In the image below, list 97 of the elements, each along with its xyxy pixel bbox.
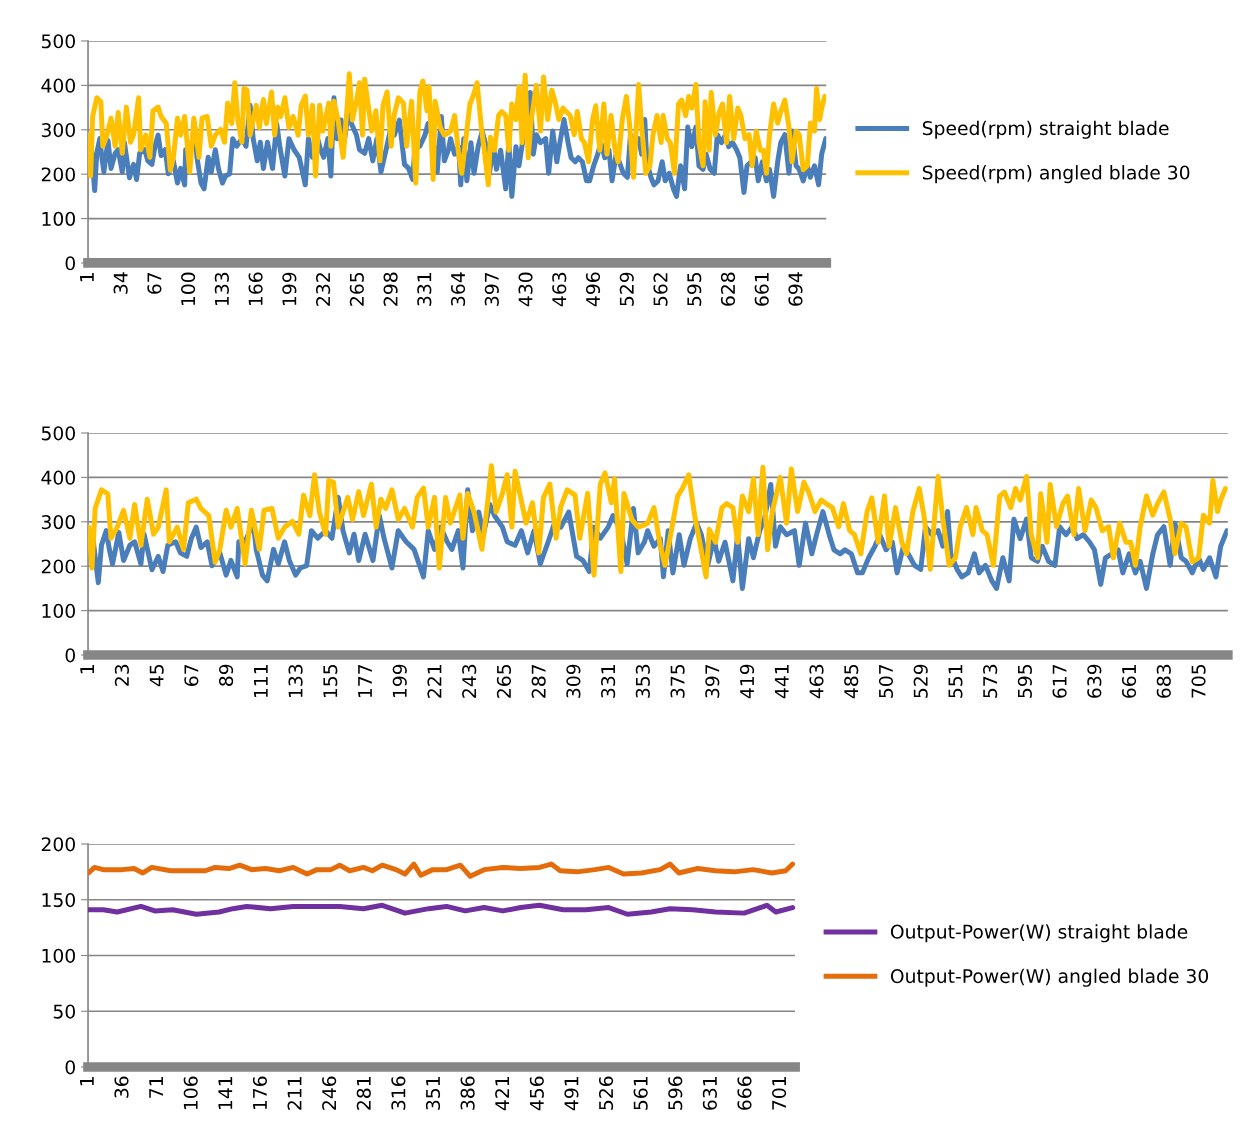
x-tick-label: 595 (687, 272, 702, 306)
x-tick-label: 106 (183, 1076, 198, 1110)
x-tick-label: 199 (392, 664, 407, 698)
x-tick-label: 561 (633, 1077, 648, 1110)
x-tick-label: 364 (450, 272, 466, 306)
x-tick-label: 573 (983, 664, 998, 698)
x-tick-label: 111 (253, 665, 268, 698)
x-tick-label: 1 (80, 273, 94, 282)
x-tick-label: 211 (287, 1077, 302, 1110)
x-tick-label: 526 (598, 1076, 614, 1110)
x-tick-label: 36 (114, 1076, 129, 1098)
y-tick-label: 0 (65, 648, 75, 663)
x-tick-label: 397 (705, 664, 720, 698)
x-tick-label: 1 (80, 665, 94, 674)
y-tick-label: 0 (65, 1060, 75, 1075)
x-tick-label: 281 (356, 1077, 371, 1110)
x-tick-label: 628 (720, 272, 736, 306)
x-tick-label: 71 (149, 1077, 163, 1098)
x-tick-label: 701 (772, 1077, 787, 1110)
x-tick-label: 298 (383, 272, 398, 306)
y-tick-label: 200 (41, 837, 75, 852)
x-tick-label: 485 (844, 664, 859, 699)
y-tick-label: 0 (65, 256, 75, 271)
x-tick-label: 705 (1191, 664, 1206, 698)
x-tick-label: 89 (219, 664, 234, 686)
y-tick-label: 100 (42, 603, 75, 618)
x-tick-label: 67 (147, 272, 162, 294)
x-tick-label: 595 (1017, 664, 1032, 698)
x-tick-label: 661 (1121, 665, 1137, 698)
x-tick-label: 353 (635, 664, 650, 698)
x-tick-label: 507 (878, 664, 894, 698)
y-tick-label: 200 (41, 167, 75, 182)
y-tick-label: 500 (41, 426, 75, 441)
legend-label: Output-Power(W) straight blade (890, 924, 1188, 943)
y-tick-label: 200 (41, 559, 75, 574)
x-tick-label: 177 (358, 664, 372, 698)
x-tick-label: 221 (427, 665, 442, 698)
x-tick-label: 397 (484, 272, 499, 306)
y-tick-label: 400 (41, 78, 75, 93)
x-tick-label: 419 (739, 664, 755, 699)
x-tick-label: 133 (214, 272, 229, 306)
x-tick-label: 265 (349, 272, 364, 306)
x-tick-label: 265 (496, 664, 512, 698)
x-tick-label: 666 (737, 1076, 752, 1110)
y-tick-label: 300 (41, 122, 75, 138)
x-tick-label: 617 (1052, 664, 1067, 698)
x-tick-label: 386 (460, 1076, 475, 1110)
x-tick-label: 694 (788, 272, 803, 306)
legend-label: Speed(rpm) straight blade (922, 120, 1169, 139)
x-tick-label: 166 (248, 272, 263, 306)
x-tick-label: 351 (425, 1077, 441, 1110)
x-tick-label: 631 (702, 1077, 717, 1110)
x-tick-label: 551 (948, 665, 963, 698)
x-tick-label: 496 (585, 272, 601, 307)
x-tick-label: 316 (391, 1076, 406, 1110)
x-tick-label: 331 (417, 273, 432, 306)
x-tick-label: 100 (181, 272, 196, 306)
legend-label: Output-Power(W) angled blade 30 (890, 968, 1209, 987)
y-tick-label: 400 (41, 470, 75, 485)
x-tick-label: 141 (218, 1077, 233, 1110)
x-tick-label: 1 (80, 1077, 94, 1086)
x-tick-label: 232 (316, 273, 331, 306)
x-tick-label: 67 (184, 664, 199, 686)
x-tick-label: 331 (601, 665, 616, 698)
x-tick-label: 441 (774, 665, 789, 699)
y-tick-label: 300 (41, 515, 75, 530)
x-tick-label: 596 (668, 1076, 683, 1110)
x-tick-label: 176 (252, 1076, 268, 1110)
legend-label: Speed(rpm) angled blade 30 (922, 165, 1190, 184)
x-tick-label: 430 (518, 272, 533, 307)
x-tick-label: 246 (322, 1076, 337, 1110)
x-tick-label: 456 (529, 1076, 544, 1111)
x-tick-label: 463 (552, 272, 567, 307)
x-tick-label: 529 (619, 272, 634, 306)
y-tick-label: 100 (42, 211, 75, 226)
x-tick-label: 133 (288, 664, 303, 698)
x-tick-label: 34 (113, 272, 128, 294)
x-tick-label: 23 (114, 664, 129, 686)
x-tick-label: 491 (564, 1077, 579, 1111)
x-tick-label: 661 (754, 273, 769, 306)
x-tick-label: 463 (809, 664, 824, 699)
x-tick-label: 639 (1087, 664, 1102, 698)
x-tick-label: 155 (323, 664, 338, 698)
x-tick-label: 45 (149, 664, 164, 687)
x-tick-label: 375 (670, 664, 685, 698)
x-tick-label: 199 (282, 272, 297, 306)
x-tick-label: 287 (531, 664, 546, 698)
x-tick-label: 529 (913, 664, 928, 698)
x-tick-label: 309 (566, 664, 581, 698)
x-tick-label: 683 (1156, 664, 1171, 698)
y-tick-label: 150 (42, 892, 75, 908)
x-tick-label: 243 (462, 664, 477, 698)
x-tick-label: 421 (495, 1077, 510, 1111)
y-tick-label: 100 (42, 948, 75, 963)
y-tick-label: 50 (53, 1004, 75, 1019)
x-tick-label: 562 (653, 273, 668, 306)
y-tick-label: 500 (41, 34, 75, 49)
